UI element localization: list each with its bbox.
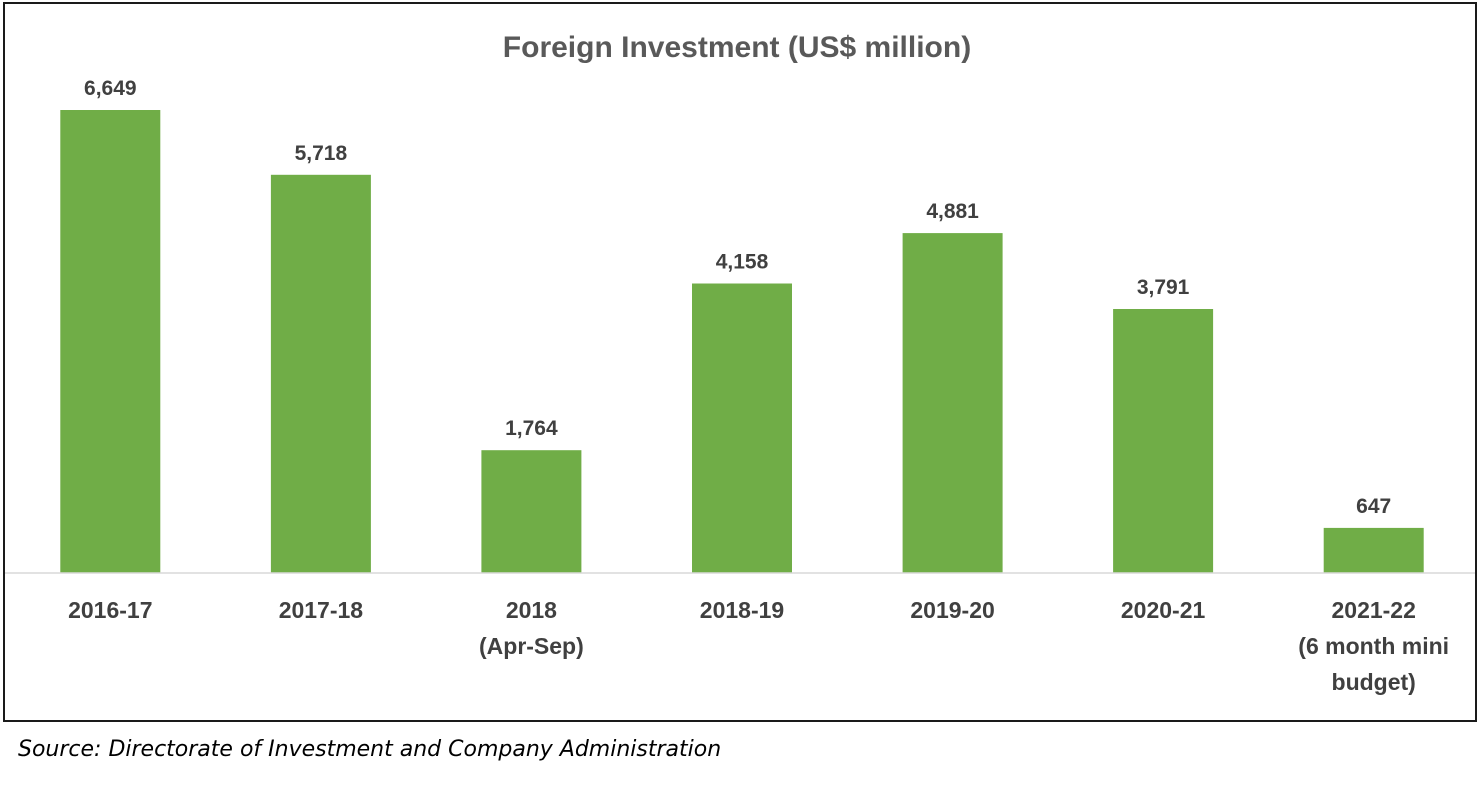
- chart-frame: Foreign Investment (US$ million) 6,649 5,…: [3, 2, 1477, 722]
- x-tick-labels-layer: 2016-17 2017-18 2018 (Apr-Sep) 2018-19 2019-2…: [68, 597, 1449, 695]
- bar: [692, 283, 792, 573]
- data-label: 3,791: [1137, 276, 1190, 299]
- data-label: 5,718: [295, 142, 348, 165]
- data-label: 1,764: [505, 417, 558, 440]
- data-labels-layer: 6,649 5,718 1,764 4,158 4,881 3,791 647: [84, 77, 1391, 518]
- bars-layer: [60, 110, 1424, 574]
- x-tick-label-line: 2018-19: [700, 597, 784, 623]
- x-tick-label-line: 2021-22: [1331, 597, 1415, 623]
- x-tick-label-line: 2019-20: [910, 597, 994, 623]
- x-tick-label: 2017-18: [279, 597, 364, 623]
- x-tick-label: 2020-21: [1121, 597, 1206, 623]
- x-tick-label-line: budget): [1332, 669, 1416, 695]
- x-tick-label: 2018 (Apr-Sep): [479, 597, 584, 659]
- bar: [1323, 527, 1424, 573]
- bar: [1113, 309, 1214, 573]
- x-tick-label: 2019-20: [910, 597, 994, 623]
- chart-title: Foreign Investment (US$ million): [503, 31, 971, 64]
- bar: [902, 233, 1003, 573]
- data-label: 6,649: [84, 77, 137, 100]
- x-tick-label: 2016-17: [68, 597, 152, 623]
- data-label: 4,881: [926, 200, 979, 223]
- source-note: Source: Directorate of Investment and Co…: [18, 737, 722, 762]
- x-tick-label-line: 2020-21: [1121, 597, 1206, 623]
- bar: [481, 450, 582, 573]
- x-tick-label-line: 2018: [506, 597, 557, 623]
- x-tick-label-line: 2016-17: [68, 597, 152, 623]
- x-tick-label-line: 2017-18: [279, 597, 364, 623]
- x-tick-label: 2021-22 (6 month mini budget): [1298, 597, 1449, 695]
- x-tick-label-line: (Apr-Sep): [479, 633, 584, 659]
- x-tick-label: 2018-19: [700, 597, 784, 623]
- x-tick-label-line: (6 month mini: [1298, 633, 1449, 659]
- bar: [270, 174, 371, 574]
- data-label: 4,158: [716, 251, 769, 274]
- bar-chart: Foreign Investment (US$ million) 6,649 5,…: [5, 31, 1475, 695]
- data-label: 647: [1356, 495, 1391, 518]
- bar: [60, 110, 161, 573]
